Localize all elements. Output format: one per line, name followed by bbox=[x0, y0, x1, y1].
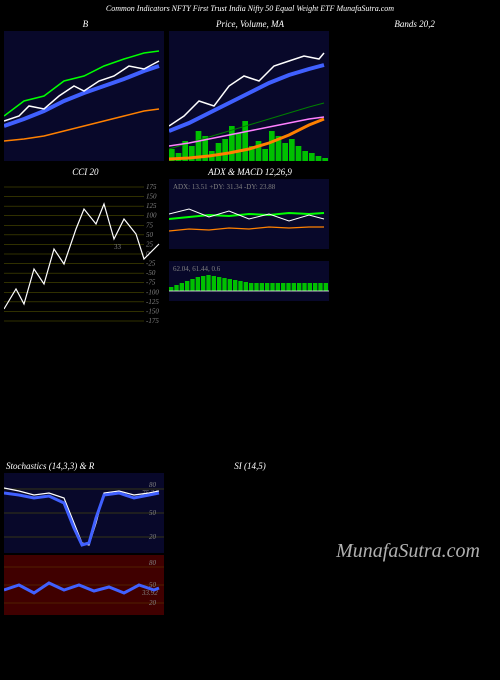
panel-cci: CCI 20 1751501251007550250-25-50-75-100-… bbox=[4, 165, 167, 329]
panel-cci-title: CCI 20 bbox=[4, 165, 167, 179]
svg-text:33: 33 bbox=[114, 243, 122, 251]
panel-b: B bbox=[4, 17, 167, 161]
svg-text:-50: -50 bbox=[146, 269, 156, 277]
row3: Stochastics (14,3,3) & R 80 75.24 50 20 … bbox=[0, 459, 500, 615]
svg-text:-175: -175 bbox=[146, 317, 159, 325]
svg-text:62.04, 61.44, 0.6: 62.04, 61.44, 0.6 bbox=[173, 265, 221, 273]
svg-text:150: 150 bbox=[146, 193, 157, 201]
panel-adx-title: ADX & MACD 12,26,9 bbox=[169, 165, 332, 179]
panel-stoch-title: Stochastics (14,3,3) & R bbox=[4, 459, 167, 473]
panel-bands-title: Bands 20,2 bbox=[333, 17, 496, 31]
svg-text:50: 50 bbox=[146, 231, 154, 239]
svg-text:80: 80 bbox=[149, 559, 157, 567]
svg-text:50: 50 bbox=[149, 509, 157, 517]
svg-text:125: 125 bbox=[146, 202, 157, 210]
svg-text:75: 75 bbox=[146, 221, 154, 229]
svg-text:-25: -25 bbox=[146, 260, 156, 268]
svg-text:-100: -100 bbox=[146, 288, 159, 296]
panel-b-title: B bbox=[4, 17, 167, 31]
panel-si: SI (14,5) bbox=[169, 459, 332, 615]
svg-text:-75: -75 bbox=[146, 279, 156, 287]
chart-cci: 1751501251007550250-25-50-75-100-125-150… bbox=[4, 179, 164, 329]
panel-price: Price, Volume, MA bbox=[169, 17, 332, 161]
panel-si-title: SI (14,5) bbox=[169, 459, 332, 473]
chart-stoch: 80 75.24 50 20 bbox=[4, 473, 164, 553]
panel-empty-r2 bbox=[333, 165, 496, 329]
page-title: Common Indicators NFTY First Trust India… bbox=[0, 0, 500, 17]
svg-text:20: 20 bbox=[149, 599, 157, 607]
panel-price-title: Price, Volume, MA bbox=[169, 17, 332, 31]
svg-text:25: 25 bbox=[146, 240, 154, 248]
svg-text:20: 20 bbox=[149, 533, 157, 541]
svg-text:80: 80 bbox=[149, 481, 157, 489]
chart-macd: 62.04, 61.44, 0.6 bbox=[169, 261, 329, 301]
svg-text:-125: -125 bbox=[146, 298, 159, 306]
svg-text:100: 100 bbox=[146, 212, 157, 220]
stoch-title-text: Stochastics (14,3,3) & R bbox=[6, 461, 94, 471]
chart-r: 80 50 33.92 20 bbox=[4, 555, 164, 615]
panel-empty-r3 bbox=[333, 459, 496, 615]
panel-bands: Bands 20,2 bbox=[333, 17, 496, 161]
row2: CCI 20 1751501251007550250-25-50-75-100-… bbox=[0, 165, 500, 329]
chart-price bbox=[169, 31, 329, 161]
svg-text:-150: -150 bbox=[146, 307, 159, 315]
chart-b bbox=[4, 31, 164, 161]
chart-bands bbox=[333, 31, 493, 161]
panel-stoch: Stochastics (14,3,3) & R 80 75.24 50 20 … bbox=[4, 459, 167, 615]
chart-adx: ADX: 13.51 +DY: 31.34 -DY: 23.88 bbox=[169, 179, 329, 249]
svg-text:ADX: 13.51 +DY: 31.34 -DY: 23.: ADX: 13.51 +DY: 31.34 -DY: 23.88 bbox=[173, 183, 276, 191]
svg-text:175: 175 bbox=[146, 183, 157, 191]
panel-adx-macd: ADX & MACD 12,26,9 ADX: 13.51 +DY: 31.34… bbox=[169, 165, 332, 329]
row1: B Price, Volume, MA Bands 20,2 bbox=[0, 17, 500, 161]
